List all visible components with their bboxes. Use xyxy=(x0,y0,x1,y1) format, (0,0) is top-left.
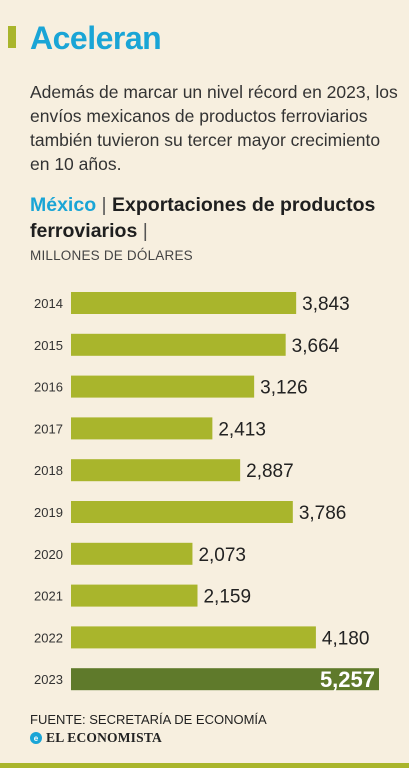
title-accent-bar xyxy=(8,26,16,48)
value-label-2019: 3,786 xyxy=(299,503,347,524)
value-label-2018: 2,887 xyxy=(246,461,294,482)
source-note: FUENTE: SECRETARÍA DE ECONOMÍA xyxy=(30,712,267,727)
bar-2016 xyxy=(71,375,255,398)
category-label-2021: 2021 xyxy=(34,589,63,604)
bar-2017 xyxy=(71,417,213,440)
heading-separator-end: | xyxy=(142,220,148,242)
category-label-2015: 2015 xyxy=(34,338,63,353)
page-title: Aceleran xyxy=(30,20,162,56)
category-label-2020: 2020 xyxy=(34,547,63,562)
brand-logo: e EL ECONOMISTA xyxy=(30,730,162,746)
bar-2018 xyxy=(71,459,241,482)
value-label-2021: 2,159 xyxy=(203,587,251,608)
bar-2021 xyxy=(71,584,198,607)
category-label-2023: 2023 xyxy=(34,672,63,687)
value-label-2016: 3,126 xyxy=(260,378,308,399)
category-label-2016: 2016 xyxy=(34,380,63,395)
bar-2014 xyxy=(71,292,297,314)
bar-2020 xyxy=(71,542,193,565)
value-label-2014: 3,843 xyxy=(302,294,350,315)
category-label-2017: 2017 xyxy=(34,421,63,436)
heading-separator: | xyxy=(101,194,107,216)
chart-topic: Exportaciones de productos ferroviarios xyxy=(30,194,376,242)
value-label-2023: 5,257 xyxy=(320,667,375,692)
brand-e-icon: e xyxy=(30,732,42,744)
value-label-2017: 2,413 xyxy=(218,419,266,440)
value-label-2022: 4,180 xyxy=(322,628,370,649)
value-label-2020: 2,073 xyxy=(198,545,246,566)
bar-2019 xyxy=(71,501,293,523)
value-label-2015: 3,664 xyxy=(292,336,340,357)
category-label-2018: 2018 xyxy=(34,463,63,478)
chart-units: MILLONES DE DÓLARES xyxy=(30,248,193,263)
bar-2023 xyxy=(71,668,379,691)
category-label-2014: 2014 xyxy=(34,296,63,311)
page-subtitle: Además de marcar un nivel récord en 2023… xyxy=(30,82,398,174)
bar-chart: 2014 3,843 2015 3,664 2016 3,126 2017 2,413 2018… xyxy=(34,292,379,692)
bar-2022 xyxy=(71,626,316,649)
chart-heading: México | Exportaciones de productos ferr… xyxy=(30,192,402,244)
category-label-2019: 2019 xyxy=(34,505,63,520)
category-label-2022: 2022 xyxy=(34,630,63,645)
brand-name: EL ECONOMISTA xyxy=(46,730,162,745)
bottom-rule xyxy=(0,763,409,768)
bar-2015 xyxy=(71,333,286,356)
chart-country: México xyxy=(30,194,97,216)
